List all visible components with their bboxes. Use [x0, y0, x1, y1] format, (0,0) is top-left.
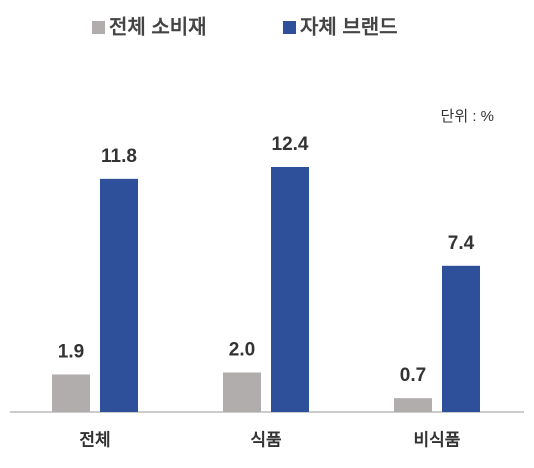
- x-tick-label: 비식품: [414, 430, 461, 449]
- bar: [223, 372, 261, 412]
- value-label: 2.0: [229, 339, 255, 360]
- value-label: 11.8: [101, 146, 137, 167]
- value-label: 12.4: [272, 134, 309, 155]
- x-tick-label: 식품: [250, 430, 282, 449]
- legend-label: 자체 브랜드: [300, 15, 398, 38]
- legend-swatch: [283, 21, 296, 34]
- bar: [100, 178, 138, 412]
- unit-note: 단위 : %: [441, 108, 494, 125]
- bar: [442, 265, 480, 412]
- value-label: 1.9: [58, 341, 84, 362]
- legend-swatch: [92, 21, 105, 34]
- bar: [52, 374, 90, 412]
- bar: [271, 167, 309, 412]
- value-label: 7.4: [448, 233, 475, 254]
- bar: [394, 398, 432, 412]
- x-tick-label: 전체: [79, 430, 110, 449]
- value-label: 0.7: [400, 365, 426, 386]
- legend-label: 전체 소비재: [109, 15, 207, 38]
